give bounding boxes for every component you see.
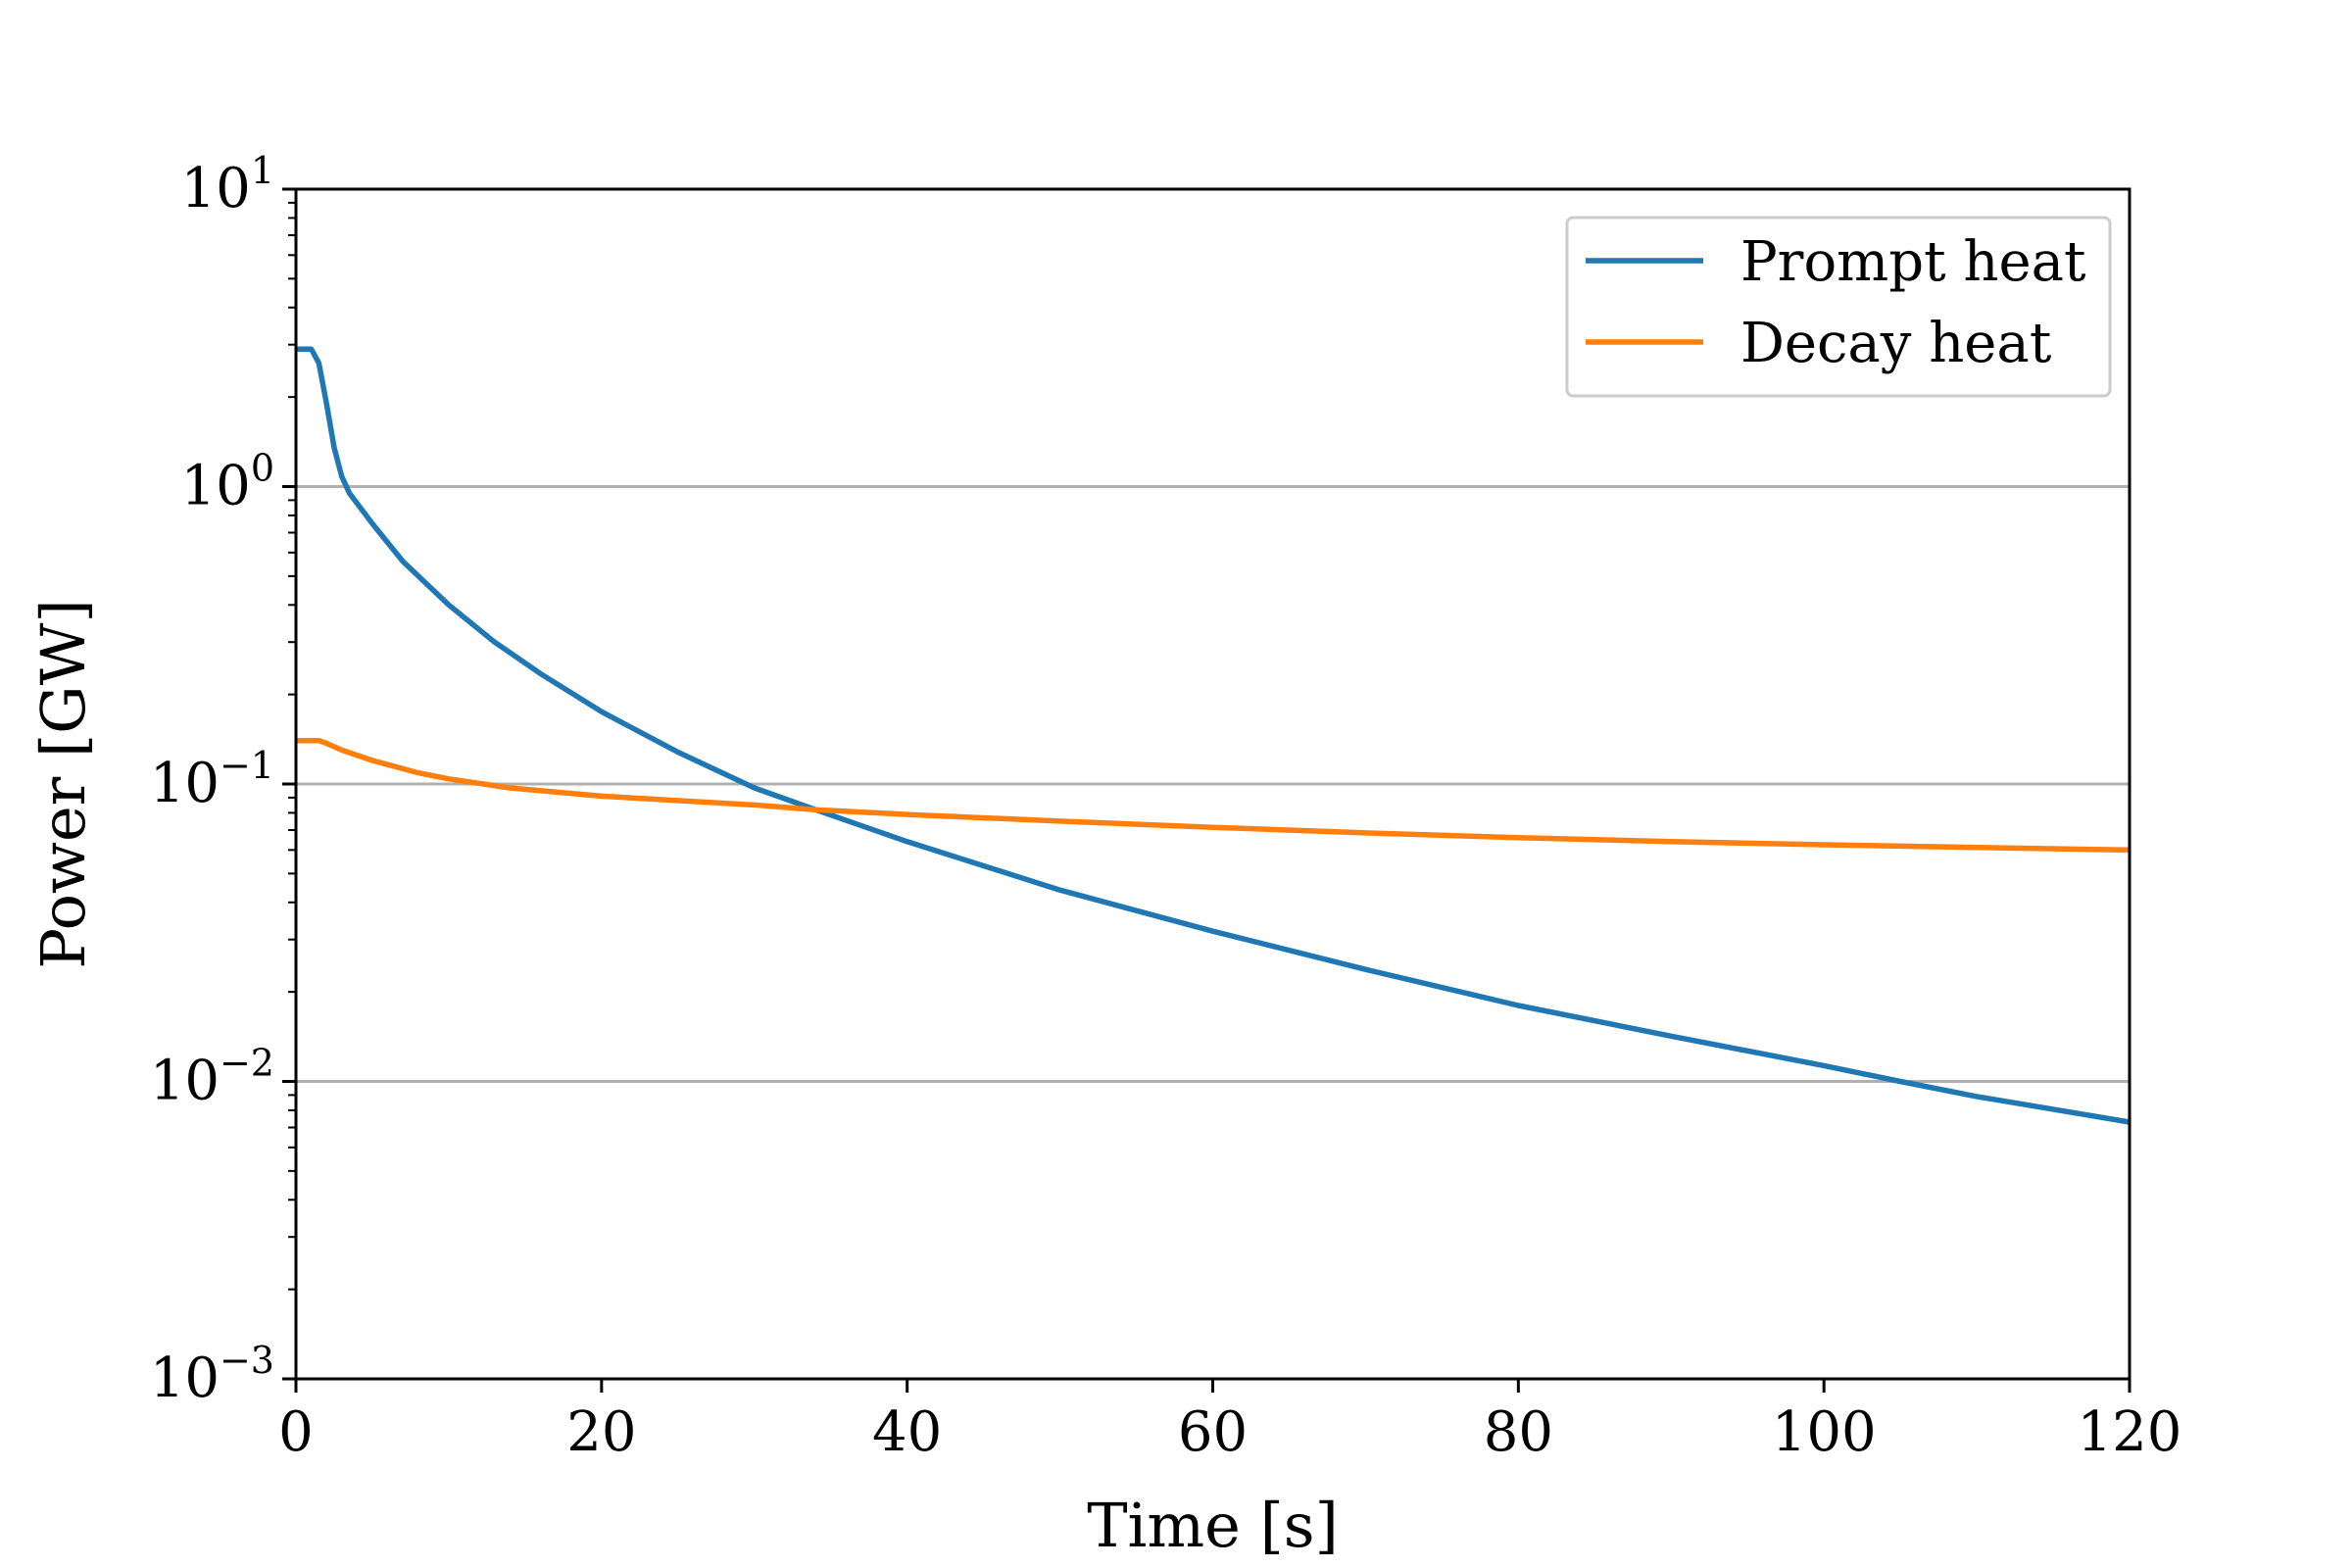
series-line <box>296 737 2131 854</box>
series-line <box>296 346 2131 1125</box>
legend: Prompt heat Decay heat <box>1565 216 2112 398</box>
x-axis: 0 20 40 60 80 100 120 <box>278 1379 2181 1464</box>
x-tick-label: 20 <box>566 1400 636 1464</box>
legend-label: Decay heat <box>1740 312 2052 375</box>
x-tick-label: 0 <box>278 1400 314 1464</box>
series-layer <box>296 346 2131 1125</box>
y-axis-label: Power [GW] <box>27 599 99 968</box>
x-tick-label: 40 <box>872 1400 942 1464</box>
y-tick-label: 10−1 <box>150 744 274 815</box>
x-tick-label: 100 <box>1772 1400 1877 1464</box>
x-tick-label: 80 <box>1484 1400 1553 1464</box>
x-axis-label: Time [s] <box>1087 1490 1339 1561</box>
y-axis: 10−3 10−2 10−1 100 101 <box>150 149 296 1410</box>
legend-label: Prompt heat <box>1740 230 2086 294</box>
y-tick-label: 10−2 <box>150 1042 274 1113</box>
y-tick-label: 101 <box>181 149 274 220</box>
y-tick-label: 10−3 <box>150 1339 274 1410</box>
y-tick-label: 100 <box>181 447 274 518</box>
x-tick-label: 120 <box>2078 1400 2182 1464</box>
x-tick-label: 60 <box>1178 1400 1248 1464</box>
grid-lines <box>296 485 2130 1083</box>
